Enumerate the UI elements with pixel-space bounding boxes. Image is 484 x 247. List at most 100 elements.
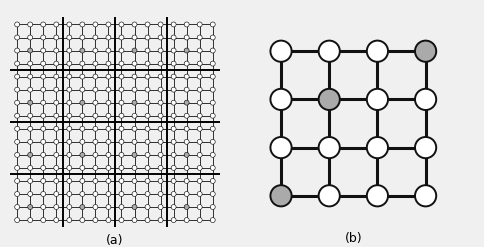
Circle shape [318, 137, 340, 158]
Circle shape [171, 22, 176, 27]
Circle shape [197, 205, 202, 209]
Circle shape [197, 165, 202, 170]
Circle shape [80, 100, 85, 105]
Circle shape [106, 113, 111, 118]
Circle shape [184, 205, 189, 209]
Circle shape [210, 218, 215, 223]
Circle shape [67, 35, 72, 40]
Circle shape [93, 61, 98, 66]
Circle shape [197, 218, 202, 223]
Circle shape [54, 179, 59, 184]
Circle shape [15, 22, 20, 27]
Circle shape [80, 152, 85, 157]
Circle shape [93, 179, 98, 184]
Circle shape [145, 218, 150, 223]
Circle shape [41, 22, 45, 27]
Circle shape [210, 35, 215, 40]
Circle shape [184, 126, 189, 131]
Circle shape [15, 74, 20, 79]
Circle shape [93, 48, 98, 53]
Circle shape [54, 61, 59, 66]
Circle shape [41, 113, 45, 118]
Circle shape [145, 139, 150, 144]
Circle shape [67, 165, 72, 170]
Circle shape [28, 205, 32, 209]
Circle shape [67, 126, 72, 131]
Circle shape [145, 61, 150, 66]
Circle shape [145, 113, 150, 118]
Circle shape [106, 218, 111, 223]
Circle shape [171, 113, 176, 118]
Circle shape [54, 35, 59, 40]
Circle shape [67, 48, 72, 53]
Circle shape [119, 22, 124, 27]
Circle shape [184, 100, 189, 105]
Circle shape [171, 139, 176, 144]
Circle shape [93, 139, 98, 144]
Circle shape [106, 87, 111, 92]
Circle shape [145, 87, 150, 92]
Circle shape [119, 191, 124, 196]
Circle shape [197, 126, 202, 131]
Circle shape [158, 139, 163, 144]
Circle shape [197, 35, 202, 40]
Circle shape [119, 74, 124, 79]
Circle shape [28, 165, 32, 170]
Circle shape [28, 113, 32, 118]
Circle shape [106, 205, 111, 209]
Circle shape [80, 87, 85, 92]
Circle shape [41, 179, 45, 184]
Circle shape [41, 100, 45, 105]
Circle shape [119, 126, 124, 131]
Circle shape [132, 100, 137, 105]
Circle shape [80, 205, 85, 209]
Circle shape [54, 152, 59, 157]
Circle shape [80, 218, 85, 223]
Circle shape [80, 179, 85, 184]
Circle shape [210, 87, 215, 92]
Circle shape [197, 191, 202, 196]
Circle shape [93, 35, 98, 40]
Circle shape [54, 139, 59, 144]
Circle shape [41, 61, 45, 66]
Circle shape [145, 74, 150, 79]
Circle shape [93, 100, 98, 105]
Circle shape [80, 113, 85, 118]
Circle shape [41, 74, 45, 79]
Circle shape [171, 152, 176, 157]
Circle shape [28, 139, 32, 144]
Circle shape [210, 126, 215, 131]
Circle shape [415, 89, 436, 110]
Circle shape [184, 61, 189, 66]
Circle shape [54, 100, 59, 105]
Circle shape [54, 218, 59, 223]
Circle shape [158, 179, 163, 184]
Circle shape [210, 205, 215, 209]
Circle shape [145, 191, 150, 196]
Circle shape [119, 61, 124, 66]
Circle shape [197, 152, 202, 157]
Circle shape [28, 126, 32, 131]
Circle shape [54, 205, 59, 209]
Circle shape [210, 48, 215, 53]
Circle shape [54, 126, 59, 131]
Circle shape [184, 74, 189, 79]
Circle shape [41, 205, 45, 209]
Circle shape [145, 126, 150, 131]
Circle shape [171, 165, 176, 170]
Circle shape [367, 41, 388, 62]
Circle shape [132, 179, 137, 184]
Circle shape [197, 61, 202, 66]
Circle shape [41, 191, 45, 196]
Circle shape [132, 87, 137, 92]
Circle shape [132, 48, 137, 53]
Circle shape [210, 191, 215, 196]
Circle shape [41, 218, 45, 223]
Circle shape [145, 165, 150, 170]
Circle shape [28, 218, 32, 223]
Circle shape [210, 179, 215, 184]
Circle shape [132, 139, 137, 144]
Circle shape [15, 139, 20, 144]
Circle shape [210, 74, 215, 79]
Circle shape [171, 191, 176, 196]
